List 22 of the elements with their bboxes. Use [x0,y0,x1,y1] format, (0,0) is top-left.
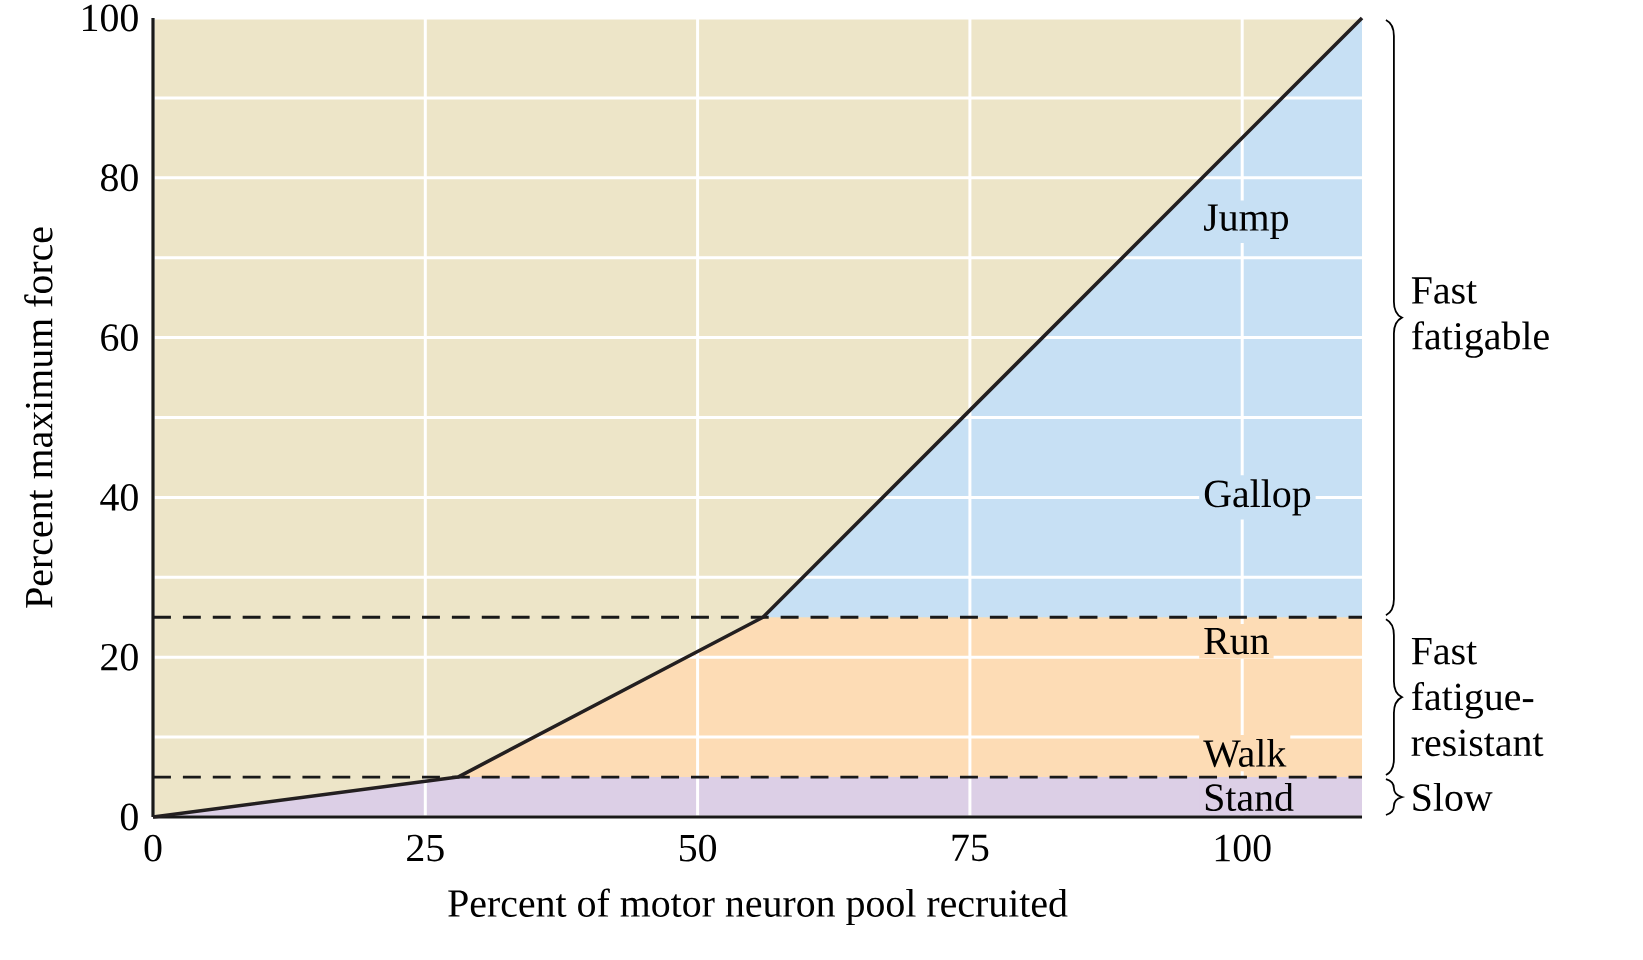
y-tick-label: 20 [101,643,138,671]
x-tick-label: 100 [1215,834,1271,862]
y-tick-label: 40 [100,483,138,511]
annotation: Gallop [1204,479,1311,516]
x-tick-label: 75 [952,834,989,862]
x-tick-label: 25 [407,834,444,862]
annotation: Jump [1204,204,1288,240]
line-series [151,16,1364,819]
y-tick-label: 80 [101,164,138,192]
band-label: Slow [1413,783,1493,812]
y-tick-label: 0 [120,803,138,831]
y-tick-label: 100 [83,4,138,32]
x-tick-label: 50 [679,834,717,862]
annotation: Stand [1205,783,1294,812]
y-tick-label: 60 [101,324,138,352]
annotation: Walk [1203,738,1287,768]
y-axis-title: Percent maximum force [24,227,53,608]
band-label: Fast fatigue-resistant [1411,638,1544,757]
annotation: Run [1204,627,1270,655]
x-axis-title: Percent of motor neuron pool recruited [448,888,1068,926]
x-tick-label: 0 [144,834,162,862]
band-label: Fast fatigable [1411,277,1549,358]
